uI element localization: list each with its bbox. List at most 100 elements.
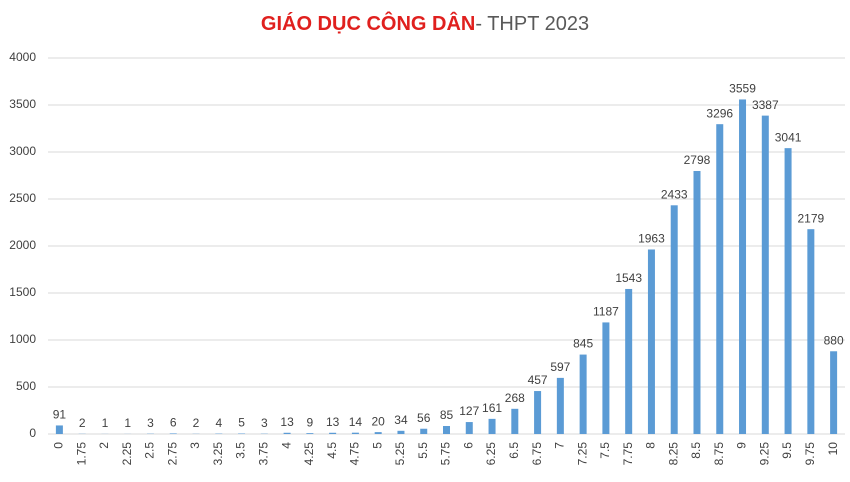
bar [329, 432, 337, 434]
y-tick-label: 500 [16, 379, 36, 393]
value-label: 1187 [593, 305, 619, 319]
x-tick-label: 2.5 [143, 442, 157, 459]
bar [283, 432, 291, 434]
value-label: 597 [550, 360, 570, 374]
value-label: 4 [215, 416, 222, 430]
x-tick-label: 9.25 [757, 442, 771, 466]
bar [784, 148, 792, 434]
value-label: 3296 [706, 106, 733, 120]
value-label: 1543 [615, 271, 642, 285]
bar [306, 433, 314, 434]
y-tick-label: 3000 [9, 144, 36, 158]
x-tick-label: 6.25 [484, 442, 498, 466]
bar [351, 432, 359, 434]
x-tick-label: 9 [735, 442, 749, 449]
x-tick-label: 8 [644, 442, 658, 449]
bar [625, 288, 633, 434]
value-label: 2433 [661, 187, 688, 201]
y-tick-label: 1000 [9, 332, 36, 346]
value-label: 2 [193, 416, 200, 430]
title-exam: - THPT 2023 [475, 13, 589, 35]
bar [807, 229, 815, 434]
bar [602, 322, 610, 434]
bar [534, 391, 542, 434]
value-label: 3 [147, 416, 154, 430]
value-label: 85 [440, 408, 454, 422]
value-label: 13 [280, 415, 294, 429]
value-label: 14 [349, 415, 363, 429]
x-tick-label: 8.25 [666, 442, 680, 466]
x-tick-label: 7.5 [598, 442, 612, 459]
bar [556, 377, 564, 434]
bar [739, 99, 747, 434]
x-tick-label: 4 [279, 442, 293, 449]
value-label: 1 [102, 416, 109, 430]
y-tick-label: 2000 [9, 238, 36, 252]
value-label: 3041 [775, 130, 802, 144]
bar [511, 408, 519, 434]
value-label: 880 [824, 333, 844, 347]
x-tick-label: 4.75 [348, 442, 362, 466]
y-tick-label: 2500 [9, 191, 36, 205]
bar [670, 205, 678, 434]
value-label: 2179 [797, 211, 824, 225]
y-tick-label: 1500 [9, 285, 36, 299]
bar [397, 430, 405, 434]
x-tick-label: 0 [52, 442, 66, 449]
bar [374, 432, 382, 434]
x-tick-label: 6 [461, 442, 475, 449]
x-tick-label: 3.5 [234, 442, 248, 459]
value-label: 1963 [638, 232, 665, 246]
value-label: 3 [261, 416, 268, 430]
y-tick-label: 3500 [9, 97, 36, 111]
bar [579, 354, 587, 434]
value-label: 13 [326, 415, 340, 429]
x-tick-label: 8.5 [689, 442, 703, 459]
x-tick-label: 3.75 [257, 442, 271, 466]
x-tick-label: 3.25 [211, 442, 225, 466]
value-label: 457 [528, 373, 548, 387]
bar [647, 249, 655, 434]
x-tick-label: 9.75 [803, 442, 817, 466]
value-label: 268 [505, 391, 525, 405]
x-tick-label: 7.75 [621, 442, 635, 466]
x-tick-label: 3 [188, 442, 202, 449]
x-tick-label: 6.75 [530, 442, 544, 466]
x-tick-label: 6.5 [507, 442, 521, 459]
value-label: 845 [573, 337, 593, 351]
bar [716, 124, 724, 435]
x-tick-label: 9.5 [780, 442, 794, 459]
value-label: 2798 [684, 153, 711, 167]
bar [55, 425, 63, 434]
chart-title: GIÁO DỤC CÔNG DÂN- THPT 2023 [261, 11, 589, 35]
x-tick-label: 2 [97, 442, 111, 449]
value-label: 2 [79, 416, 86, 430]
x-tick-label: 8.75 [712, 442, 726, 466]
x-tick-label: 7 [553, 442, 567, 449]
x-tick-label: 5.25 [393, 442, 407, 466]
value-label: 56 [417, 411, 431, 425]
x-tick-label: 2.75 [165, 442, 179, 466]
x-tick-label: 5 [370, 442, 384, 449]
x-tick-label: 7.25 [575, 442, 589, 466]
value-label: 5 [238, 416, 245, 430]
x-tick-label: 4.5 [325, 442, 339, 459]
x-tick-label: 5.75 [439, 442, 453, 466]
bar [169, 433, 177, 434]
bar [420, 428, 428, 434]
y-tick-label: 4000 [9, 50, 36, 64]
x-tick-label: 1.75 [74, 442, 88, 466]
value-label: 34 [394, 413, 408, 427]
x-tick-label: 10 [826, 442, 840, 456]
value-label: 9 [307, 415, 314, 429]
bar [488, 418, 496, 434]
value-label: 3559 [729, 82, 756, 96]
value-label: 161 [482, 401, 502, 415]
title-subject: GIÁO DỤC CÔNG DÂN [261, 11, 475, 35]
bar [465, 422, 473, 434]
bar [761, 115, 769, 434]
value-label: 127 [459, 404, 479, 418]
y-tick-label: 0 [29, 426, 36, 440]
value-label: 1 [124, 416, 131, 430]
